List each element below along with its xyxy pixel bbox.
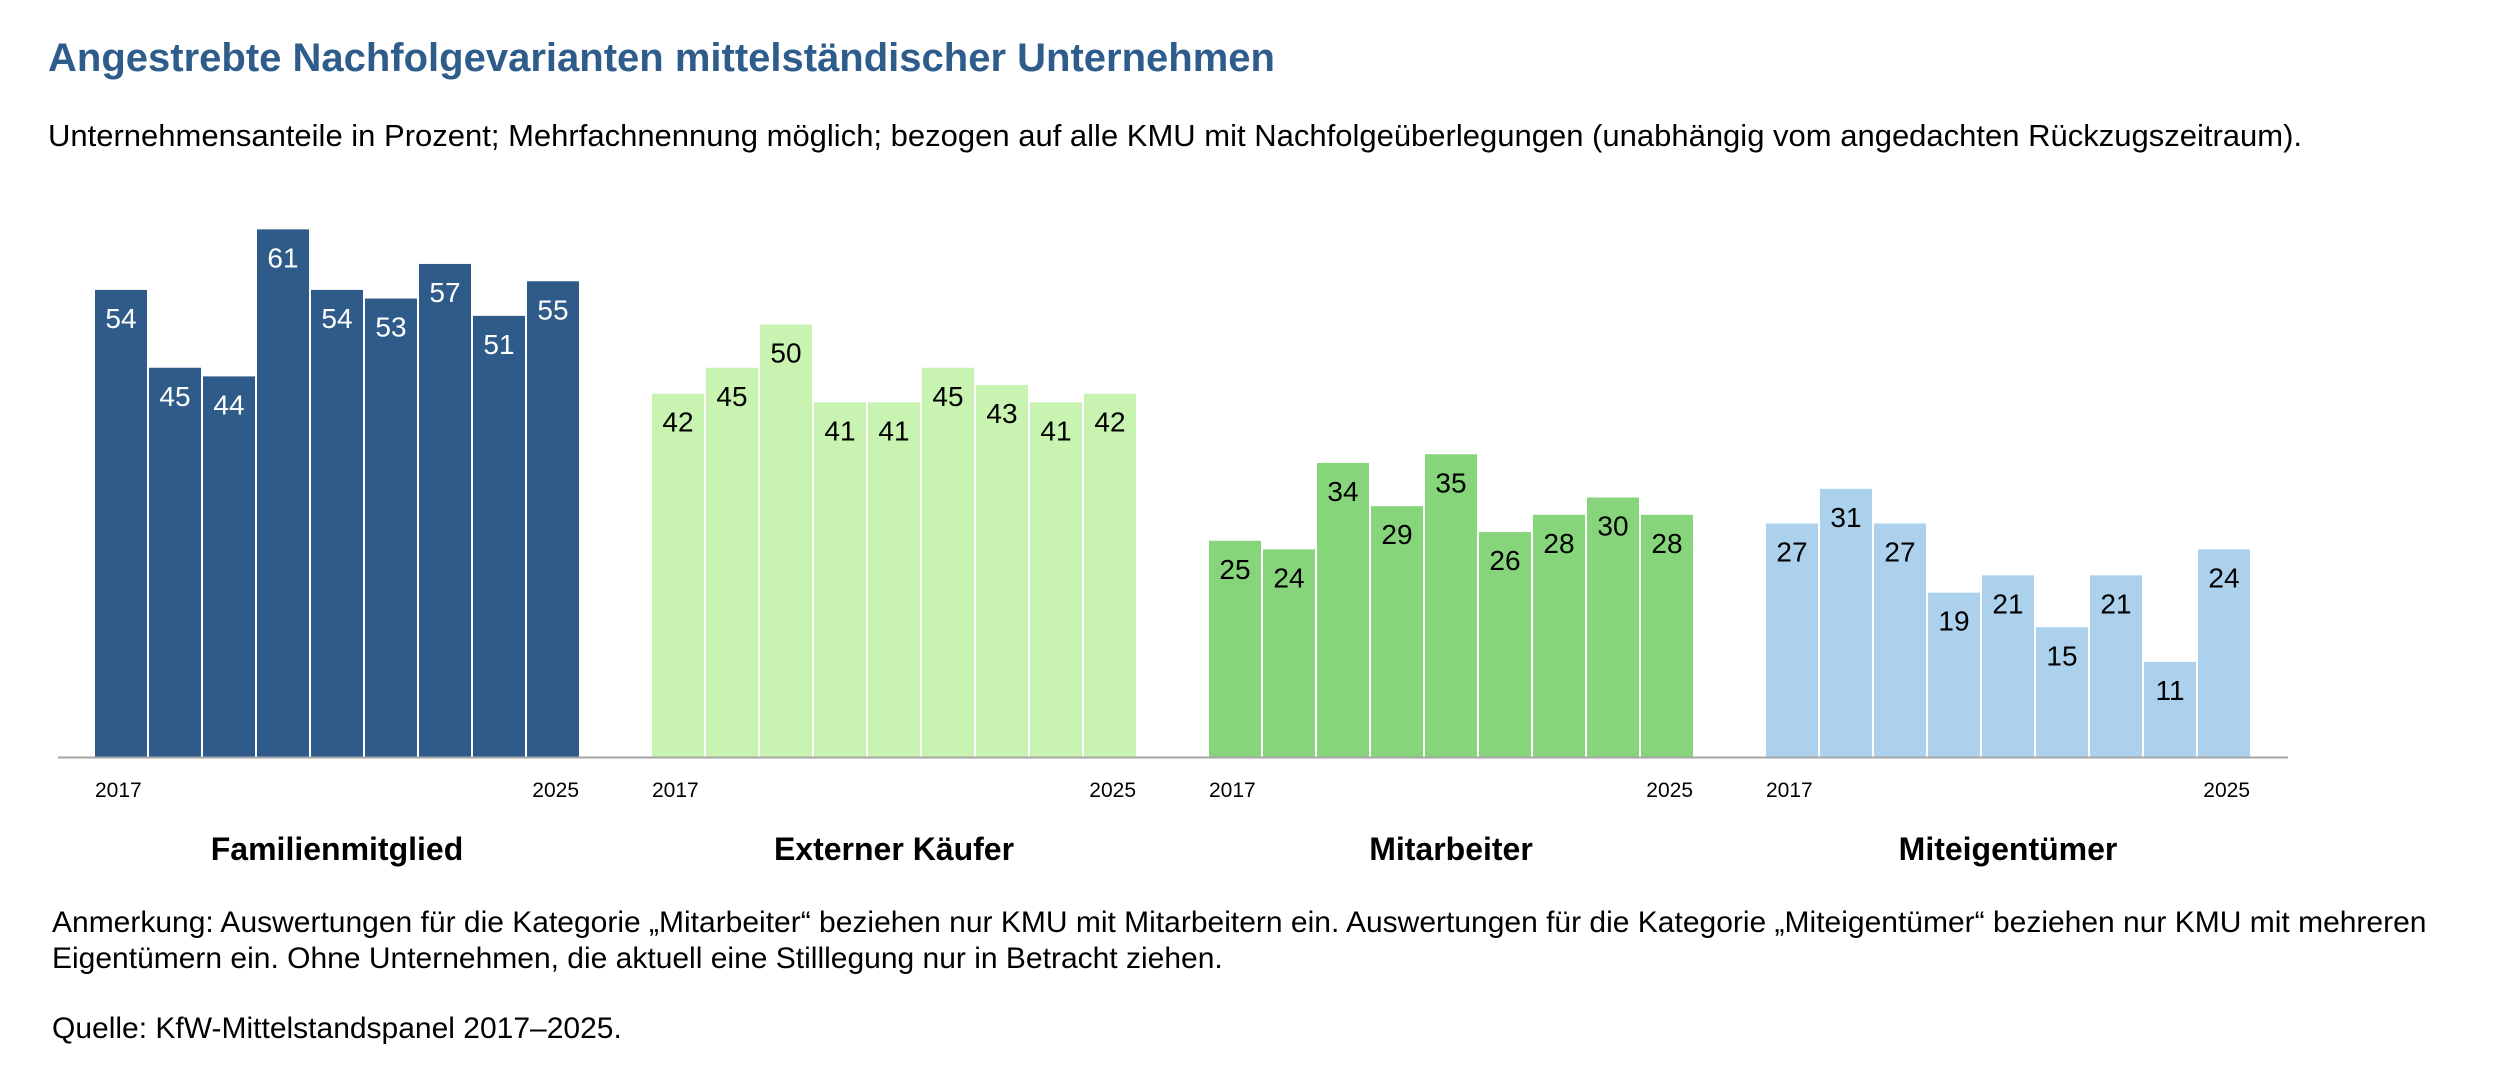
data-label-externer-kaeufer-2023: 43 [986,398,1017,429]
bar-mitarbeiter-2021 [1425,454,1477,757]
category-label-miteigentuemer: Miteigentümer [1899,831,2118,867]
bar-externer-kaeufer-2022 [922,367,974,757]
bar-miteigentuemer-2020 [1928,592,1980,757]
data-label-miteigentuemer-2021: 21 [1992,588,2023,619]
data-label-mitarbeiter-2019: 34 [1327,476,1358,507]
data-label-familienmitglied-2017: 54 [105,303,136,334]
bar-familienmitglied-2020 [257,229,309,758]
data-label-familienmitglied-2022: 53 [375,312,406,343]
year-end-label-familienmitglied: 2025 [532,779,579,802]
bar-miteigentuemer-2022 [2036,627,2088,757]
data-label-externer-kaeufer-2025: 42 [1094,407,1125,438]
bar-miteigentuemer-2024 [2144,661,2196,757]
bar-familienmitglied-2025 [527,281,579,757]
year-start-label-familienmitglied: 2017 [95,779,142,802]
bar-externer-kaeufer-2018 [706,367,758,757]
data-label-familienmitglied-2021: 54 [321,303,352,334]
bar-mitarbeiter-2025 [1641,514,1693,757]
bar-externer-kaeufer-2021 [868,402,920,757]
data-label-miteigentuemer-2018: 31 [1830,502,1861,533]
bar-externer-kaeufer-2024 [1030,402,1082,757]
bar-miteigentuemer-2023 [2090,575,2142,757]
data-label-externer-kaeufer-2024: 41 [1040,415,1071,446]
year-start-label-miteigentuemer: 2017 [1766,779,1813,802]
data-label-familienmitglied-2023: 57 [429,277,460,308]
bar-externer-kaeufer-2023 [976,385,1028,757]
bar-mitarbeiter-2019 [1317,462,1369,757]
data-label-mitarbeiter-2022: 26 [1489,545,1520,576]
data-label-miteigentuemer-2019: 27 [1884,536,1915,567]
bar-chart: 54 45 44 61 54 53 57 51 55 2017 2025 Familienmitgli… [58,229,2288,867]
data-label-externer-kaeufer-2019: 50 [770,338,801,369]
data-label-externer-kaeufer-2022: 45 [932,381,963,412]
bar-externer-kaeufer-2025 [1084,393,1136,757]
data-label-familienmitglied-2019: 44 [213,389,244,420]
data-label-externer-kaeufer-2017: 42 [662,407,693,438]
data-label-miteigentuemer-2017: 27 [1776,536,1807,567]
bar-familienmitglied-2023 [419,263,471,757]
year-end-label-externer-kaeufer: 2025 [1089,779,1136,802]
bar-familienmitglied-2018 [149,367,201,757]
bar-externer-kaeufer-2019 [760,324,812,757]
data-label-miteigentuemer-2020: 19 [1938,606,1969,637]
year-start-label-mitarbeiter: 2017 [1209,779,1256,802]
data-label-mitarbeiter-2025: 28 [1651,528,1682,559]
bar-externer-kaeufer-2020 [814,402,866,757]
data-label-familienmitglied-2018: 45 [159,381,190,412]
bar-externer-kaeufer-2017 [652,393,704,757]
year-start-label-externer-kaeufer: 2017 [652,779,699,802]
data-label-externer-kaeufer-2021: 41 [878,415,909,446]
data-label-familienmitglied-2024: 51 [483,329,514,360]
data-label-familienmitglied-2020: 61 [267,242,298,273]
bar-miteigentuemer-2025 [2198,549,2250,757]
bar-familienmitglied-2017 [95,289,147,757]
data-label-mitarbeiter-2018: 24 [1273,562,1304,593]
chart-subtitle: Unternehmensanteile in Prozent; Mehrfach… [48,118,2303,153]
data-label-mitarbeiter-2020: 29 [1381,519,1412,550]
bar-miteigentuemer-2018 [1820,488,1872,757]
bar-mitarbeiter-2022 [1479,532,1531,757]
data-label-mitarbeiter-2017: 25 [1219,554,1250,585]
data-label-mitarbeiter-2024: 30 [1597,511,1628,542]
bar-familienmitglied-2021 [311,289,363,757]
bar-familienmitglied-2019 [203,376,255,757]
bar-mitarbeiter-2018 [1263,549,1315,757]
data-label-mitarbeiter-2023: 28 [1543,528,1574,559]
bar-miteigentuemer-2021 [1982,575,2034,757]
source-note: Quelle: KfW-Mittelstandspanel 2017–2025. [52,1012,622,1045]
data-label-miteigentuemer-2023: 21 [2100,588,2131,619]
year-end-label-miteigentuemer: 2025 [2203,779,2250,802]
bar-familienmitglied-2022 [365,298,417,757]
data-label-miteigentuemer-2025: 24 [2208,562,2239,593]
bar-mitarbeiter-2020 [1371,506,1423,757]
category-label-mitarbeiter: Mitarbeiter [1369,831,1533,867]
bar-mitarbeiter-2024 [1587,497,1639,757]
data-label-miteigentuemer-2022: 15 [2046,640,2077,671]
bar-mitarbeiter-2023 [1533,514,1585,757]
data-label-miteigentuemer-2024: 11 [2155,675,2184,706]
chart-title: Angestrebte Nachfolgevarianten mittelstä… [48,36,1275,80]
bar-miteigentuemer-2019 [1874,523,1926,757]
data-label-mitarbeiter-2021: 35 [1435,467,1466,498]
footnote: Anmerkung: Auswertungen für die Kategori… [52,906,2427,975]
year-end-label-mitarbeiter: 2025 [1646,779,1693,802]
bar-miteigentuemer-2017 [1766,523,1818,757]
data-label-externer-kaeufer-2020: 41 [824,415,855,446]
category-label-familienmitglied: Familienmitglied [211,831,463,867]
data-label-externer-kaeufer-2018: 45 [716,381,747,412]
data-label-familienmitglied-2025: 55 [537,294,568,325]
category-label-externer-kaeufer: Externer Käufer [774,831,1014,867]
bar-mitarbeiter-2017 [1209,540,1261,757]
bar-familienmitglied-2024 [473,315,525,757]
